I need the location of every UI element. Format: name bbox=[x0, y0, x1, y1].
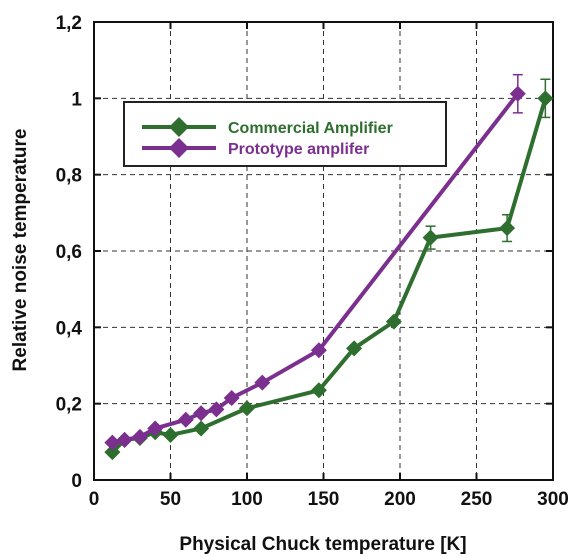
x-tick-label: 0 bbox=[89, 489, 100, 510]
axes bbox=[93, 21, 554, 481]
data-point bbox=[223, 389, 240, 406]
data-point bbox=[537, 90, 554, 107]
x-tick-label: 50 bbox=[160, 489, 181, 510]
data-point bbox=[147, 420, 164, 437]
data-point bbox=[193, 405, 210, 422]
data-point bbox=[208, 401, 225, 418]
legend: Commercial Amplifier Prototype amplifer bbox=[123, 101, 447, 167]
legend-marker-prototype bbox=[169, 138, 189, 158]
series-prototype bbox=[104, 73, 526, 451]
y-tick-label: 1 bbox=[71, 89, 82, 110]
data-point bbox=[422, 229, 439, 246]
data-point bbox=[310, 342, 327, 359]
data-point bbox=[116, 431, 133, 448]
legend-entry-prototype: Prototype amplifer bbox=[142, 138, 369, 158]
y-tick-label: 1,2 bbox=[56, 13, 82, 34]
data-point bbox=[254, 374, 271, 391]
x-tick-label: 300 bbox=[537, 489, 569, 510]
x-tick-label: 100 bbox=[231, 489, 263, 510]
data-point bbox=[499, 220, 516, 237]
x-axis-title: Physical Chuck temperature [K] bbox=[179, 534, 466, 555]
x-tick-label: 250 bbox=[461, 489, 493, 510]
legend-label-commercial: Commercial Amplifier bbox=[228, 120, 393, 137]
data-point bbox=[385, 313, 402, 330]
data-point bbox=[346, 340, 363, 357]
x-tick-label: 200 bbox=[384, 489, 416, 510]
data-point bbox=[239, 400, 255, 417]
data-point bbox=[104, 434, 121, 451]
data-point bbox=[509, 85, 526, 102]
tick-labels: 0 50 100 150 200 250 300 0 0,2 0,4 0,6 0,8 1 1,2 bbox=[56, 13, 569, 510]
legend-marker-commercial bbox=[169, 117, 189, 137]
y-tick-label: 0 bbox=[71, 471, 82, 492]
legend-label-prototype: Prototype amplifer bbox=[228, 141, 369, 158]
data-point bbox=[104, 444, 121, 461]
y-axis-title: Relative noise temperature bbox=[10, 129, 31, 372]
y-tick-label: 0,2 bbox=[56, 395, 82, 416]
x-tick-label: 150 bbox=[308, 489, 340, 510]
data-point bbox=[193, 420, 210, 437]
series bbox=[104, 73, 554, 461]
data-point bbox=[162, 426, 179, 443]
grid-lines bbox=[94, 22, 553, 480]
data-point bbox=[310, 382, 327, 399]
data-point bbox=[177, 411, 194, 428]
y-tick-label: 0,4 bbox=[56, 318, 83, 339]
y-tick-label: 0,6 bbox=[56, 242, 82, 263]
data-point bbox=[131, 428, 148, 445]
legend-entry-commercial: Commercial Amplifier bbox=[142, 117, 393, 137]
y-tick-label: 0,8 bbox=[56, 166, 82, 187]
